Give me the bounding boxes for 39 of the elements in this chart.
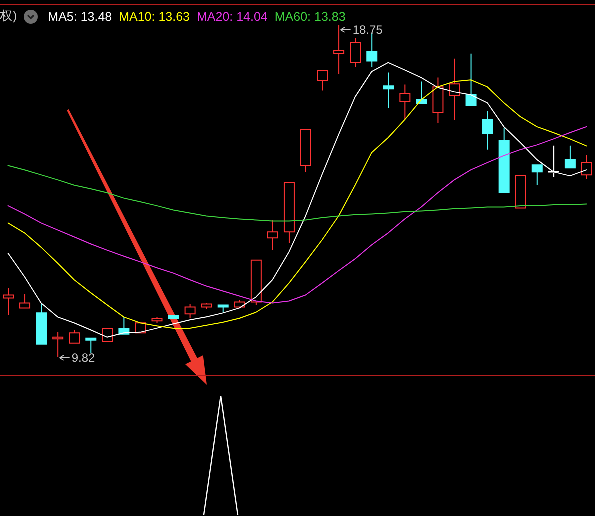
candlestick bbox=[218, 304, 229, 314]
candlestick bbox=[36, 304, 48, 345]
candlestick bbox=[416, 81, 428, 104]
candlestick bbox=[3, 288, 14, 316]
candlestick bbox=[482, 110, 494, 150]
candlestick bbox=[400, 84, 411, 120]
candlestick bbox=[317, 70, 328, 92]
candlestick bbox=[334, 25, 345, 75]
candlestick bbox=[184, 304, 196, 319]
candlestick bbox=[432, 77, 444, 124]
candlestick bbox=[350, 37, 362, 68]
candlestick bbox=[52, 332, 64, 357]
candlestick bbox=[20, 294, 31, 309]
candlestick bbox=[449, 58, 460, 120]
candlestick bbox=[69, 330, 80, 344]
annotation: 9.82 bbox=[72, 351, 96, 365]
text: MA5: 13.48 bbox=[48, 10, 112, 24]
candlestick bbox=[267, 220, 278, 251]
candlestick bbox=[152, 316, 163, 324]
candlestick bbox=[581, 154, 592, 180]
text: MA20: 14.04 bbox=[197, 10, 268, 24]
candlestick bbox=[383, 72, 394, 108]
candlestick bbox=[498, 127, 510, 194]
text: MA10: 13.63 bbox=[119, 10, 190, 24]
annotation: 18.75 bbox=[352, 23, 384, 37]
candlestick bbox=[548, 145, 560, 178]
candlestick bbox=[250, 260, 262, 306]
candlestick bbox=[466, 53, 477, 107]
candlestick bbox=[102, 328, 114, 343]
text: 权) bbox=[0, 8, 18, 25]
candlestick bbox=[201, 302, 212, 310]
candlestick bbox=[564, 145, 576, 169]
candlestick bbox=[86, 338, 97, 354]
candlestick bbox=[515, 176, 526, 209]
candlestick bbox=[532, 164, 543, 186]
candlestick bbox=[284, 182, 295, 244]
text: MA60: 13.83 bbox=[274, 10, 346, 24]
candlestick bbox=[168, 315, 180, 319]
candlestick bbox=[300, 129, 312, 173]
